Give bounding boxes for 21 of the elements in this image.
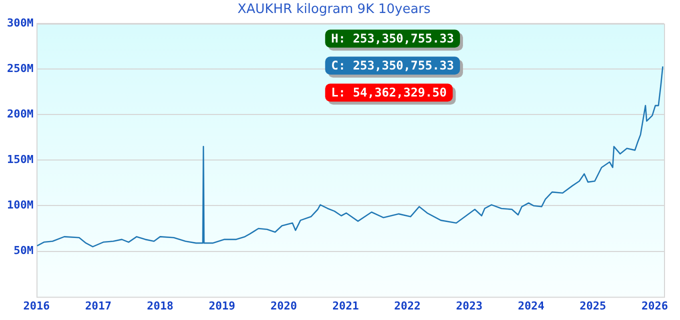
x-tick-label: 2026 (641, 299, 668, 312)
y-tick-label: 150M (6, 153, 34, 166)
x-tick-label: 2022 (394, 299, 421, 312)
x-tick-label: 2017 (85, 299, 112, 312)
x-tick-label: 2016 (23, 299, 50, 312)
chart-title: XAUKHR kilogram 9K 10years (237, 2, 431, 18)
y-tick-label: 50M (14, 244, 34, 258)
x-tick-label: 2023 (456, 299, 483, 312)
x-tick-label: 2018 (146, 299, 174, 312)
x-tick-label: 2020 (270, 299, 298, 312)
y-tick-label: 100M (6, 198, 34, 212)
y-tick-label: 200M (6, 108, 34, 121)
annotation: C: 253,350,755.33 (331, 58, 454, 73)
x-tick-label: 2024 (518, 299, 545, 312)
y-tick-label: 300M (6, 16, 34, 30)
y-tick-label: 250M (6, 62, 34, 75)
x-tick-label: 2025 (580, 299, 606, 312)
x-tick-label: 2021 (332, 299, 360, 312)
annotation: L: 54,362,329.50 (331, 86, 447, 100)
annotation: H: 253,350,755.33 (331, 32, 454, 46)
x-tick-label: 2019 (208, 299, 236, 312)
